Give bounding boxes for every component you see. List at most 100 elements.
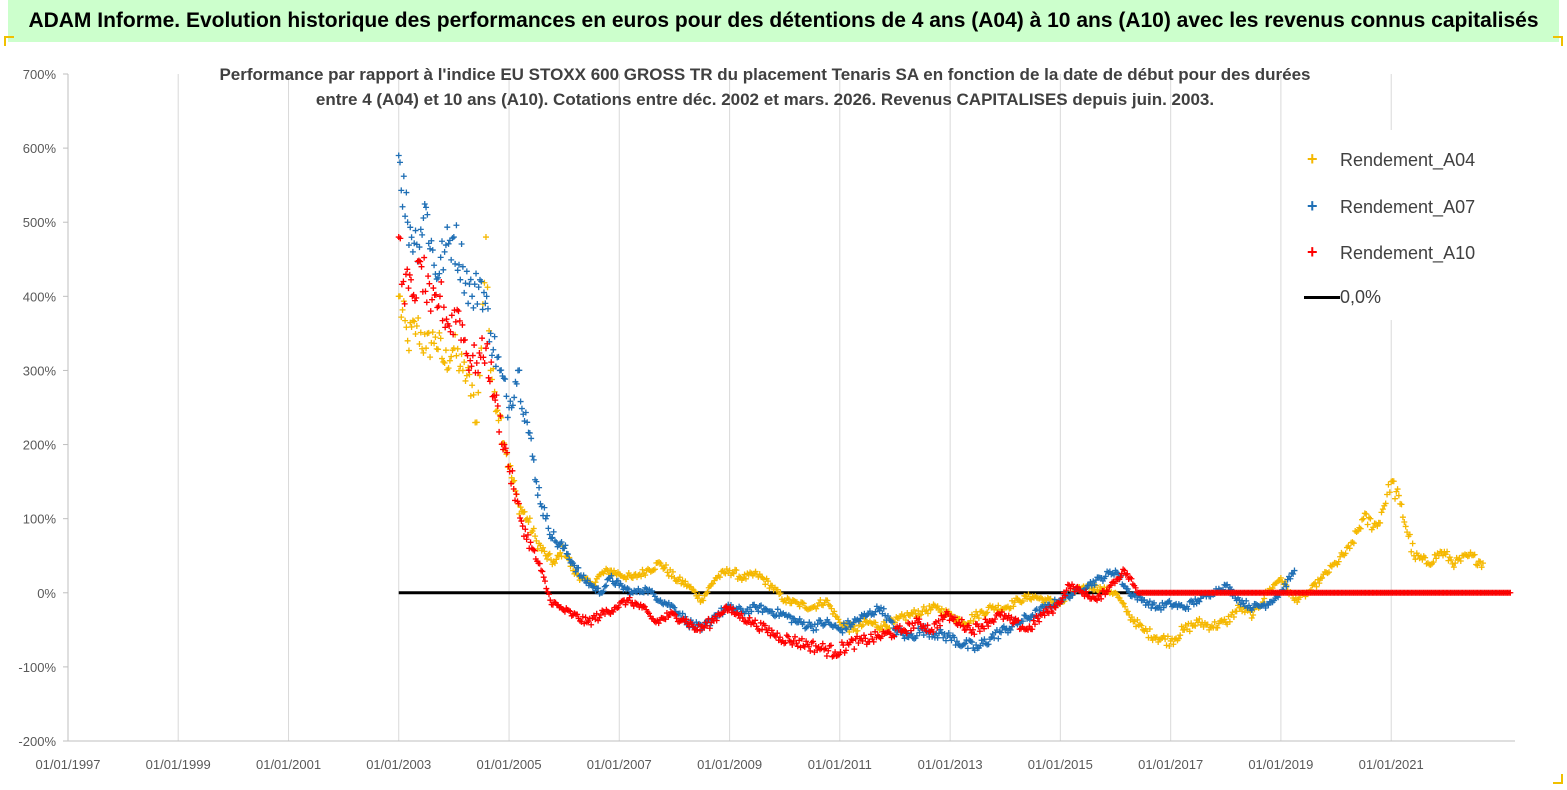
point-rendement_a10	[1074, 583, 1081, 590]
point-rendement_a04	[541, 548, 548, 555]
point-rendement_a04	[1364, 521, 1371, 528]
point-rendement_a07	[529, 453, 536, 460]
point-rendement_a10	[855, 640, 862, 647]
point-rendement_a10	[427, 308, 434, 315]
point-rendement_a04	[642, 572, 649, 579]
point-rendement_a07	[404, 219, 411, 226]
point-rendement_a10	[468, 363, 475, 370]
point-rendement_a04	[427, 354, 434, 361]
point-rendement_a04	[974, 612, 981, 619]
point-rendement_a10	[471, 342, 478, 349]
point-rendement_a10	[785, 633, 792, 640]
point-rendement_a07	[522, 409, 529, 416]
legend-label-a10: Rendement_A10	[1340, 242, 1476, 263]
point-rendement_a04	[457, 363, 464, 370]
point-rendement_a10	[683, 616, 690, 623]
point-rendement_a10	[1026, 623, 1033, 630]
point-rendement_a10	[1118, 570, 1125, 577]
point-rendement_a07	[1087, 579, 1094, 586]
point-rendement_a07	[408, 234, 415, 241]
point-rendement_a04	[1377, 519, 1384, 526]
point-rendement_a04	[824, 597, 831, 604]
point-rendement_a10	[1052, 604, 1059, 611]
point-rendement_a04	[1412, 556, 1419, 563]
legend-label-a07: Rendement_A07	[1340, 196, 1476, 217]
legend-item-a10: + Rendement_A10	[1290, 241, 1475, 265]
point-rendement_a07	[1185, 605, 1192, 612]
point-rendement_a04	[1113, 590, 1120, 597]
point-rendement_a10	[814, 647, 821, 654]
point-rendement_a10	[481, 360, 488, 367]
point-rendement_a07	[459, 263, 466, 270]
point-rendement_a10	[851, 646, 858, 653]
point-rendement_a04	[1360, 515, 1367, 522]
point-rendement_a04	[399, 306, 406, 313]
point-rendement_a10	[832, 649, 839, 656]
point-rendement_a10	[485, 374, 492, 381]
point-rendement_a10	[497, 413, 504, 420]
point-rendement_a10	[493, 392, 500, 399]
point-rendement_a07	[419, 231, 426, 238]
point-rendement_a07	[490, 346, 497, 353]
point-rendement_a04	[1261, 595, 1268, 602]
point-rendement_a10	[752, 617, 759, 624]
point-rendement_a10	[823, 652, 830, 659]
point-rendement_a04	[1379, 506, 1386, 513]
chart-title-line-2: entre 4 (A04) et 10 ans (A10). Cotations…	[315, 90, 1215, 109]
point-rendement_a07	[1262, 605, 1269, 612]
point-rendement_a04	[1164, 633, 1171, 640]
selection-handle-bottom-right[interactable]	[1553, 774, 1563, 784]
point-rendement_a07	[940, 634, 947, 641]
point-rendement_a10	[515, 500, 522, 507]
point-rendement_a10	[1015, 617, 1022, 624]
point-rendement_a07	[759, 609, 766, 616]
point-rendement_a10	[958, 616, 965, 623]
point-rendement_a10	[712, 613, 719, 620]
point-rendement_a04	[1139, 626, 1146, 633]
point-rendement_a10	[513, 491, 520, 498]
point-rendement_a07	[964, 645, 971, 652]
point-rendement_a04	[1248, 614, 1255, 621]
point-rendement_a07	[470, 304, 477, 311]
point-rendement_a04	[920, 603, 927, 610]
point-rendement_a07	[478, 278, 485, 285]
point-rendement_a10	[397, 235, 404, 242]
point-rendement_a04	[663, 562, 670, 569]
point-rendement_a07	[1192, 596, 1199, 603]
x-tick-label: 01/01/2007	[587, 757, 652, 772]
point-rendement_a10	[783, 632, 790, 639]
point-rendement_a07	[487, 330, 494, 337]
point-rendement_a07	[580, 572, 587, 579]
point-rendement_a04	[482, 234, 489, 241]
selection-handle-top-left[interactable]	[4, 36, 14, 46]
point-rendement_a10	[896, 623, 903, 630]
point-rendement_a04	[403, 324, 410, 331]
point-rendement_a04	[544, 556, 551, 563]
point-rendement_a04	[1363, 510, 1370, 517]
point-rendement_a07	[635, 585, 642, 592]
point-rendement_a04	[469, 382, 476, 389]
point-rendement_a10	[807, 647, 814, 654]
point-rendement_a10	[1102, 591, 1109, 598]
point-rendement_a04	[1359, 516, 1366, 523]
point-rendement_a04	[454, 345, 461, 352]
y-tick-label: 700%	[23, 67, 57, 82]
point-rendement_a10	[1507, 589, 1514, 596]
point-rendement_a04	[467, 392, 474, 399]
point-rendement_a07	[564, 551, 571, 558]
point-rendement_a07	[968, 639, 975, 646]
point-rendement_a04	[1357, 525, 1364, 532]
point-rendement_a10	[1117, 574, 1124, 581]
point-rendement_a10	[985, 623, 992, 630]
point-rendement_a04	[473, 419, 480, 426]
point-rendement_a10	[1008, 614, 1015, 621]
point-rendement_a07	[880, 605, 887, 612]
point-rendement_a07	[537, 500, 544, 507]
point-rendement_a07	[1291, 567, 1298, 574]
y-tick-label: -100%	[18, 660, 56, 675]
x-tick-label: 01/01/2003	[366, 757, 431, 772]
selection-handle-top-right[interactable]	[1553, 36, 1563, 46]
point-rendement_a10	[1132, 584, 1139, 591]
point-rendement_a04	[762, 581, 769, 588]
point-rendement_a04	[1477, 558, 1484, 565]
